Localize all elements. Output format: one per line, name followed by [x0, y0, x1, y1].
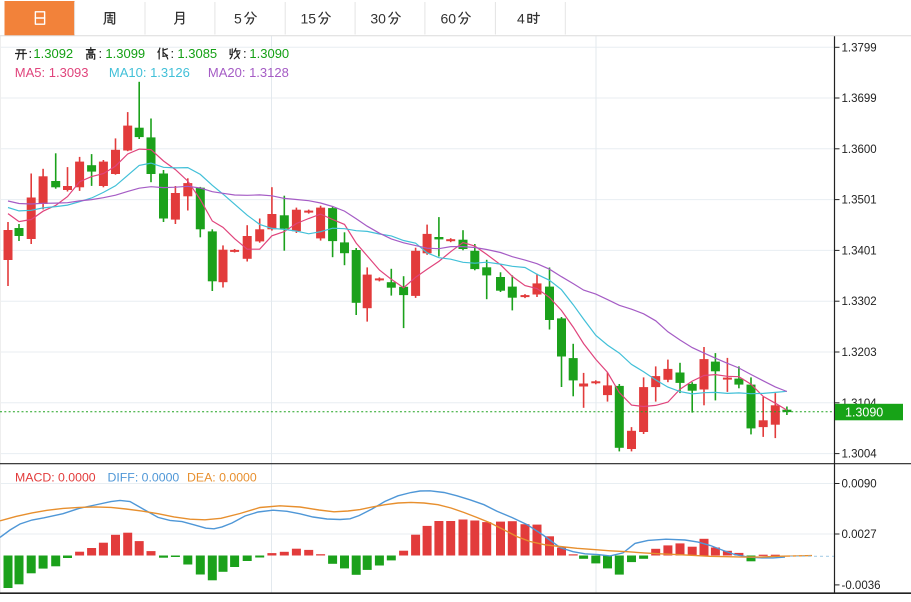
svg-text:1.3699: 1.3699	[842, 93, 877, 105]
svg-text:MA5: 1.3093: MA5: 1.3093	[15, 65, 89, 80]
svg-text:5: 5	[234, 11, 242, 27]
svg-text::: :	[99, 46, 103, 61]
svg-text:MACD: 0.0000: MACD: 0.0000	[15, 471, 96, 485]
svg-text:1.3090: 1.3090	[845, 406, 883, 420]
svg-text:1.3799: 1.3799	[842, 42, 877, 54]
svg-text:4: 4	[517, 11, 525, 27]
svg-text:0.0027: 0.0027	[842, 529, 877, 541]
svg-text:DIFF: 0.0000: DIFF: 0.0000	[108, 471, 180, 485]
svg-text:1.3302: 1.3302	[842, 296, 877, 308]
svg-text:DEA: 0.0000: DEA: 0.0000	[187, 471, 257, 485]
svg-text:MA20: 1.3128: MA20: 1.3128	[208, 65, 289, 80]
svg-text:30: 30	[370, 11, 386, 27]
svg-text:1.3085: 1.3085	[177, 46, 217, 61]
svg-text::: :	[171, 46, 175, 61]
svg-text::: :	[243, 46, 247, 61]
svg-text:0.0090: 0.0090	[842, 479, 877, 491]
svg-text:1.3090: 1.3090	[249, 46, 289, 61]
svg-text:1.3401: 1.3401	[842, 245, 877, 257]
svg-text:60: 60	[441, 11, 457, 27]
svg-text:-0.0036: -0.0036	[842, 580, 881, 592]
svg-text:MA10: 1.3126: MA10: 1.3126	[109, 65, 190, 80]
svg-text:1.3099: 1.3099	[105, 46, 145, 61]
svg-text:1.3501: 1.3501	[842, 195, 877, 207]
svg-text:1.3600: 1.3600	[842, 144, 877, 156]
svg-text:1.3203: 1.3203	[842, 347, 877, 359]
svg-text:1.3004: 1.3004	[842, 449, 878, 461]
svg-text::: :	[29, 46, 33, 61]
svg-text:1.3092: 1.3092	[33, 46, 73, 61]
svg-text:15: 15	[301, 11, 317, 27]
